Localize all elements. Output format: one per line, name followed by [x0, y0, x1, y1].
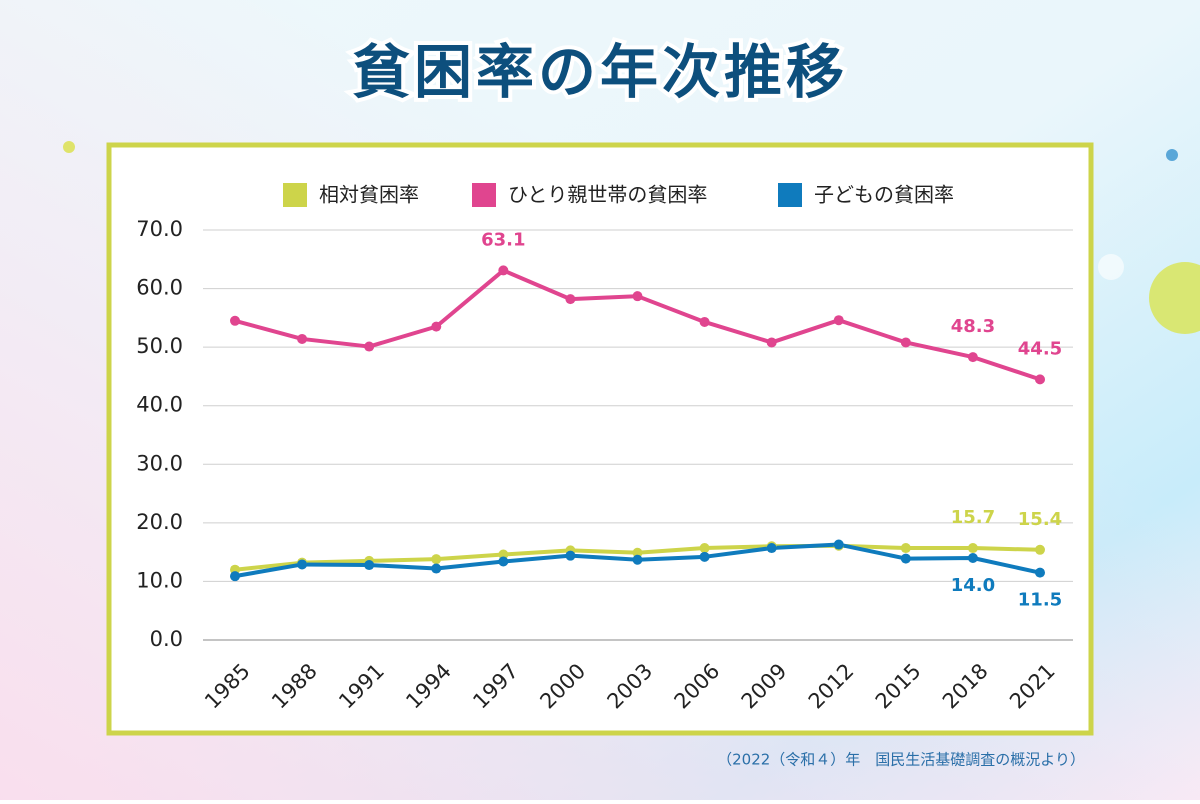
data-point: [230, 571, 240, 582]
data-point: [498, 265, 509, 276]
decoration: [1149, 262, 1200, 334]
data-point: [632, 547, 643, 558]
decoration: [63, 141, 75, 153]
data-point: [297, 559, 308, 570]
data-point: [699, 543, 710, 554]
data-point: [565, 550, 576, 561]
data-point: [699, 316, 710, 327]
legend-label: 相対貧困率: [319, 183, 419, 207]
y-tick-label: 50.0: [136, 334, 183, 358]
y-tick-label: 10.0: [136, 568, 183, 592]
y-tick-label: 70.0: [136, 217, 183, 241]
data-point: [900, 553, 911, 564]
data-point: [364, 560, 375, 571]
data-label: 63.1: [481, 229, 525, 250]
legend-swatch: [778, 183, 802, 207]
data-label: 14.0: [951, 575, 995, 596]
data-point: [1035, 567, 1045, 578]
data-point: [1035, 374, 1045, 385]
y-tick-label: 30.0: [136, 451, 183, 475]
y-tick-label: 0.0: [150, 627, 183, 651]
legend-label: 子どもの貧困率: [814, 183, 954, 207]
source-note: （2022（令和４）年 国民生活基礎調査の概況より）: [717, 751, 1085, 769]
data-label: 15.4: [1018, 509, 1062, 530]
data-label: 44.5: [1018, 338, 1062, 359]
y-tick-label: 40.0: [136, 393, 183, 417]
data-point: [766, 337, 777, 348]
data-point: [766, 543, 777, 554]
chart-frame: [106, 142, 1094, 736]
data-point: [1035, 544, 1045, 555]
data-label: 15.7: [951, 507, 995, 528]
legend-swatch: [283, 183, 307, 207]
y-tick-label: 20.0: [136, 510, 183, 534]
data-point: [565, 294, 576, 305]
y-tick-label: 60.0: [136, 276, 183, 300]
data-point: [632, 291, 643, 302]
legend-swatch: [472, 183, 496, 207]
data-point: [900, 543, 911, 554]
data-point: [833, 539, 844, 550]
data-point: [431, 321, 442, 332]
data-point: [431, 554, 442, 565]
chart-title: 貧困率の年次推移: [352, 38, 848, 106]
data-point: [967, 543, 978, 554]
data-point: [967, 352, 978, 363]
data-label: 48.3: [951, 316, 995, 337]
legend-label: ひとり親世帯の貧困率: [508, 183, 707, 207]
data-point: [230, 315, 240, 326]
data-point: [297, 333, 308, 344]
data-point: [900, 337, 911, 348]
data-point: [431, 563, 442, 574]
data-point: [632, 554, 643, 565]
data-point: [364, 341, 375, 352]
data-point: [833, 315, 844, 326]
data-point: [699, 551, 710, 562]
data-point: [498, 549, 509, 560]
decoration: [1098, 254, 1124, 280]
data-label: 11.5: [1018, 590, 1062, 611]
data-point: [967, 553, 978, 563]
data-point: [498, 556, 509, 567]
decoration: [1166, 149, 1178, 161]
